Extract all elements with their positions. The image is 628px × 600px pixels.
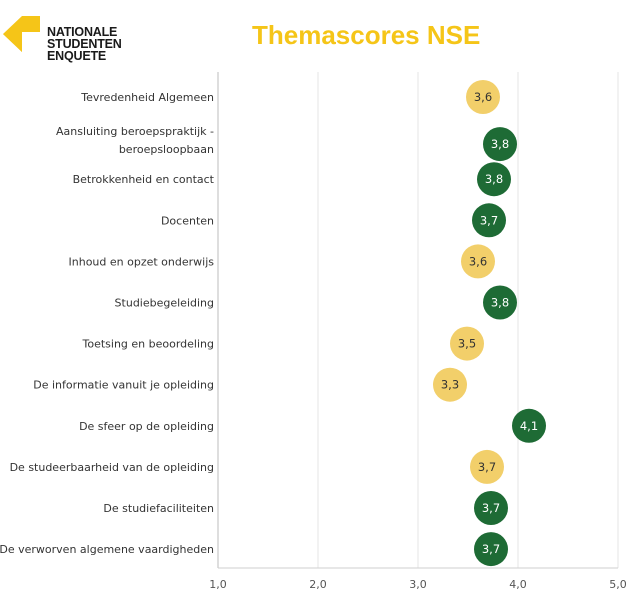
category-label: De informatie vanuit je opleiding bbox=[33, 379, 214, 392]
data-point bbox=[474, 491, 508, 525]
data-point bbox=[470, 449, 504, 484]
data-label: 3,8 bbox=[491, 137, 509, 151]
data-label: 3,6 bbox=[469, 254, 487, 268]
data-label: 3,3 bbox=[441, 378, 459, 392]
data-label: 3,7 bbox=[478, 460, 496, 474]
x-tick-label: 5,0 bbox=[609, 578, 627, 591]
category-label: Studiebegeleiding bbox=[115, 297, 214, 310]
category-label: De studiefaciliteiten bbox=[103, 502, 214, 515]
x-tick-label: 1,0 bbox=[209, 578, 227, 591]
x-tick-label: 4,0 bbox=[509, 578, 527, 591]
data-point bbox=[433, 367, 467, 402]
data-label: 3,7 bbox=[482, 542, 500, 556]
data-label: 4,1 bbox=[520, 419, 538, 433]
data-label: 3,7 bbox=[482, 501, 500, 515]
category-label: Aansluiting beroepspraktijk - bbox=[56, 125, 214, 138]
category-label: Tevredenheid Algemeen bbox=[80, 91, 214, 104]
data-label: 3,7 bbox=[480, 213, 498, 227]
data-point bbox=[461, 244, 495, 279]
data-label: 3,8 bbox=[485, 172, 503, 186]
logo-line-1: NATIONALE bbox=[47, 25, 118, 39]
data-point bbox=[466, 80, 500, 114]
data-point bbox=[477, 162, 511, 197]
category-label: De verworven algemene vaardigheden bbox=[0, 543, 214, 556]
chart-title: Themascores NSE bbox=[252, 20, 481, 50]
category-label: Betrokkenheid en contact bbox=[73, 173, 215, 186]
data-point bbox=[512, 408, 546, 443]
x-tick-label: 3,0 bbox=[409, 578, 427, 591]
category-label: Inhoud en opzet onderwijs bbox=[69, 255, 215, 268]
data-label: 3,6 bbox=[474, 90, 492, 104]
data-point bbox=[450, 326, 484, 361]
nse-logo: NATIONALE STUDENTEN ENQUETE bbox=[0, 12, 160, 62]
category-label: De studeerbaarheid van de opleiding bbox=[10, 461, 214, 474]
logo-mark-icon bbox=[3, 16, 40, 52]
logo-wordmark: NATIONALE STUDENTEN ENQUETE bbox=[47, 25, 122, 63]
data-label: 3,5 bbox=[458, 337, 476, 351]
category-label: beroepsloopbaan bbox=[119, 143, 214, 156]
data-point bbox=[483, 285, 517, 320]
category-label: Docenten bbox=[161, 214, 214, 227]
data-point bbox=[474, 532, 508, 567]
data-point bbox=[483, 127, 517, 162]
data-point bbox=[472, 203, 506, 238]
x-tick-label: 2,0 bbox=[309, 578, 327, 591]
logo-line-3: ENQUETE bbox=[47, 49, 107, 63]
category-label: Toetsing en beoordeling bbox=[82, 338, 215, 351]
data-label: 3,8 bbox=[491, 296, 509, 310]
category-label: De sfeer op de opleiding bbox=[79, 420, 214, 433]
logo-line-2: STUDENTEN bbox=[47, 37, 122, 51]
